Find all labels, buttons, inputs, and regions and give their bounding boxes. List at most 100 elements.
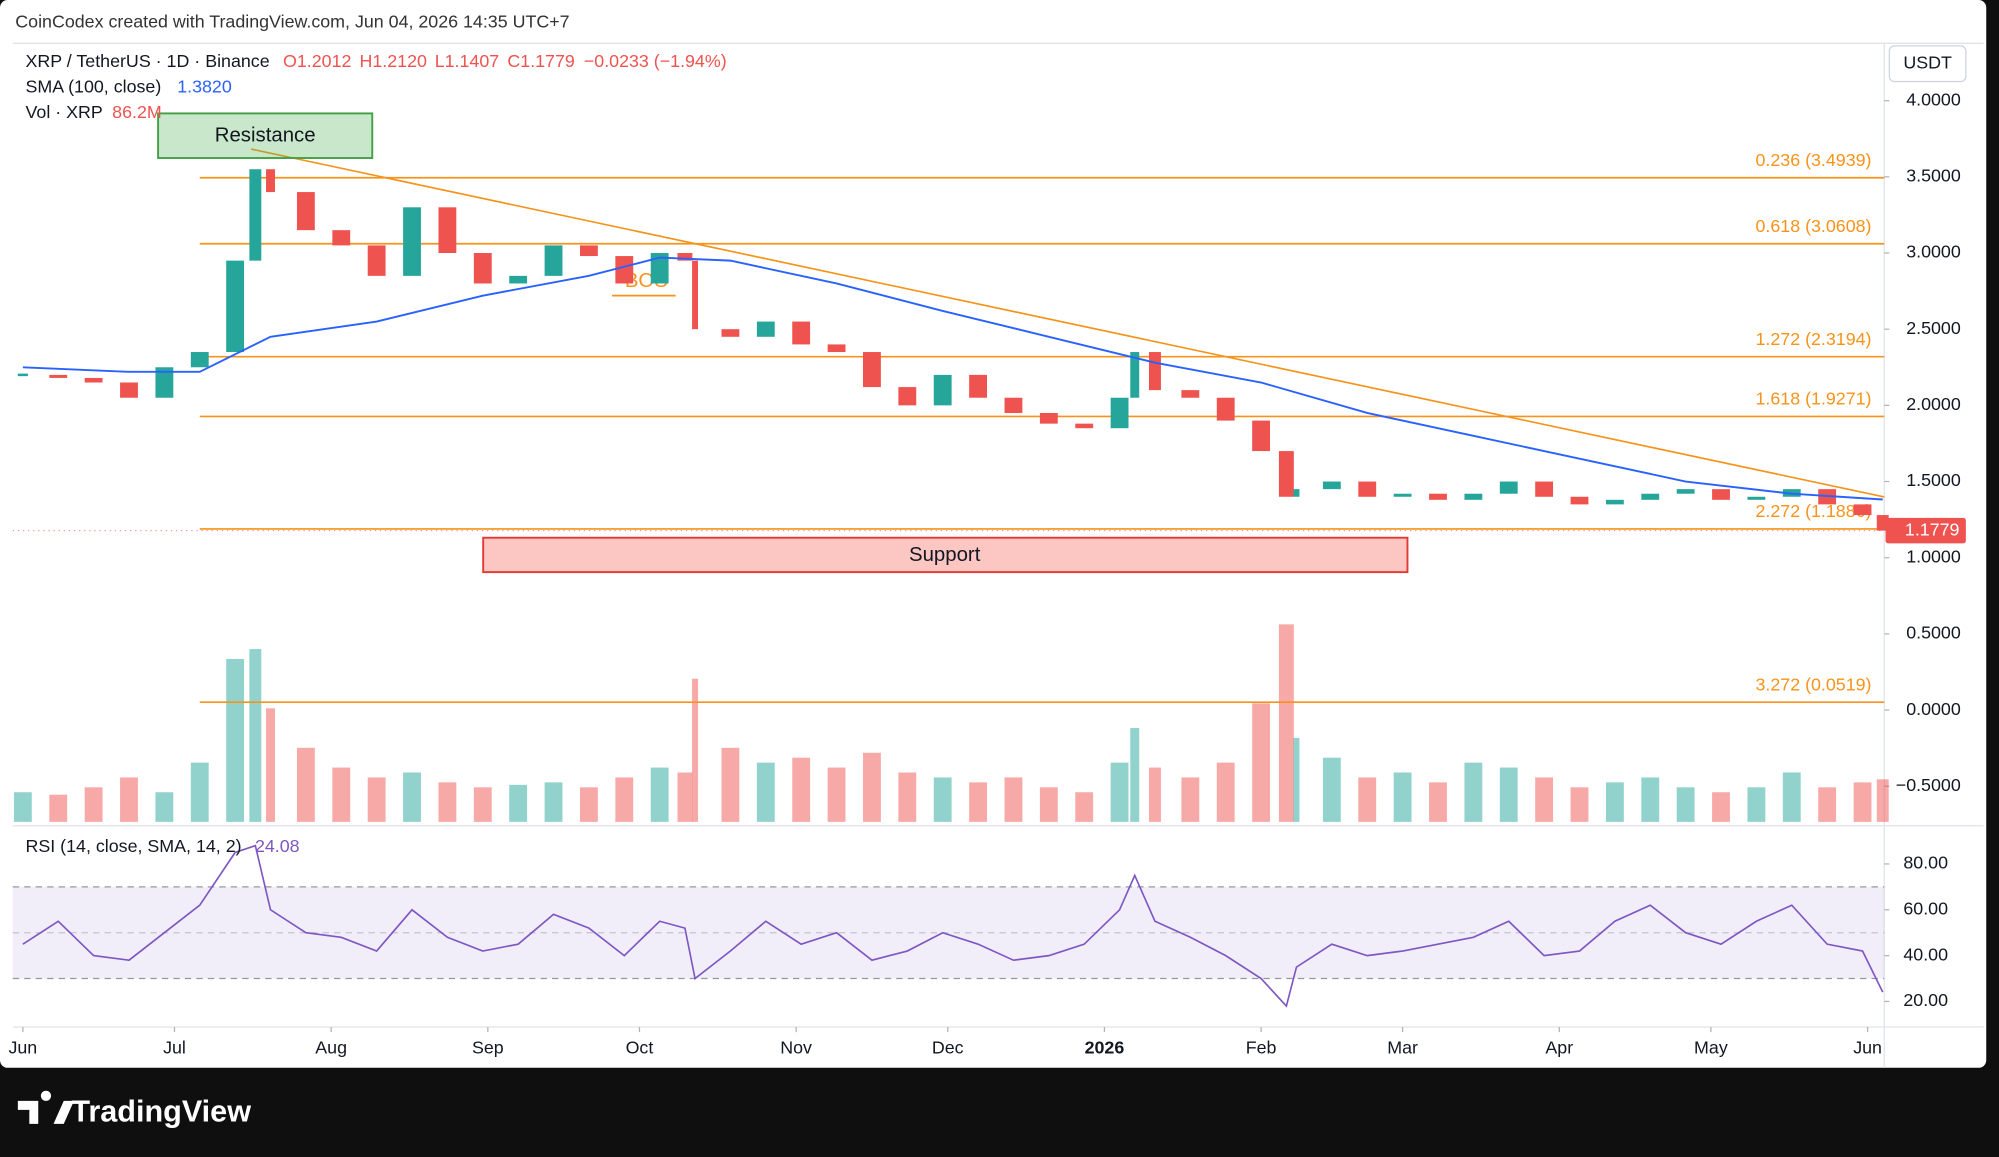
last-price-tag <box>1885 517 1966 544</box>
candle <box>1570 496 1589 505</box>
rsi-tick-label: 60.00 <box>1903 899 1948 919</box>
candle <box>49 374 68 378</box>
y-tick-label: 1.0000 <box>1906 546 1961 566</box>
currency-button[interactable] <box>1888 45 1967 83</box>
volume-bar <box>190 762 209 822</box>
x-tick-label: Feb <box>1246 1037 1277 1057</box>
x-tick-label: Jun <box>8 1037 37 1057</box>
candle <box>692 260 699 330</box>
candle <box>1605 499 1624 505</box>
volume-bar <box>544 782 563 822</box>
candle <box>1429 493 1447 500</box>
candle <box>1148 352 1161 391</box>
header: CoinCodex created with TradingView.com, … <box>15 12 569 32</box>
volume-bar <box>1641 777 1660 822</box>
volume-bar <box>1499 767 1518 822</box>
candle <box>403 207 421 276</box>
x-tick-label: Dec <box>932 1037 964 1057</box>
volume-bar <box>1039 787 1058 822</box>
candle <box>1130 352 1140 398</box>
volume-bar <box>473 787 492 822</box>
volume-bar <box>1278 624 1294 822</box>
y-tick-label: 4.0000 <box>1906 89 1961 109</box>
branding: TradingView <box>17 1090 251 1129</box>
rsi-tick-label: 20.00 <box>1903 990 1948 1010</box>
volume-bar <box>1004 777 1023 822</box>
sma-name: SMA (100, close) <box>25 77 161 97</box>
candle <box>1641 493 1660 500</box>
volume-bar <box>1535 777 1554 822</box>
volume-bar <box>692 678 699 822</box>
volume-bar <box>1464 762 1483 822</box>
ohlc-high: H1.2120 <box>360 51 428 71</box>
volume-bar <box>1358 777 1377 822</box>
volume-bar <box>438 782 457 822</box>
volume-bar <box>1148 767 1161 822</box>
volume-bar <box>49 794 68 822</box>
candle <box>1252 420 1271 452</box>
ohlc-close: C1.1779 <box>507 51 575 71</box>
volume-bar <box>296 747 315 822</box>
ohlc-change: −0.0233 (−1.94%) <box>584 51 727 71</box>
candle <box>438 207 457 254</box>
volume-bar <box>1782 772 1801 822</box>
candle <box>677 253 693 261</box>
volume-bar <box>1429 782 1447 822</box>
volume-bar <box>1712 792 1730 822</box>
fib-label: 3.272 (0.0519) <box>1755 674 1871 694</box>
volume-bar <box>13 792 32 822</box>
rsi-tick-label: 80.00 <box>1903 853 1948 873</box>
x-tick-label: Sep <box>472 1037 504 1057</box>
volume-bar <box>1075 792 1094 822</box>
sma-value: 1.3820 <box>177 77 232 97</box>
x-tick-label: Jul <box>163 1037 186 1057</box>
volume-bar <box>332 767 351 822</box>
x-tick-label: Apr <box>1545 1037 1573 1057</box>
candle <box>190 352 209 368</box>
volume-bar <box>249 649 262 822</box>
candle <box>792 321 811 345</box>
candle <box>249 169 262 261</box>
candle <box>1075 423 1094 429</box>
candle <box>1278 451 1294 497</box>
x-tick-label: Aug <box>315 1037 347 1057</box>
volume-bar <box>933 777 952 822</box>
candle <box>827 344 846 353</box>
legend: XRP / TetherUS · 1D · Binance O1.2012 H1… <box>25 51 726 856</box>
y-tick-label: 3.0000 <box>1906 242 1961 262</box>
fib-label: 1.618 (1.9271) <box>1755 389 1871 409</box>
volume-bar <box>863 752 881 822</box>
volume-bar <box>84 787 103 822</box>
candle <box>579 245 598 257</box>
fib-label: 1.272 (2.3194) <box>1755 329 1871 349</box>
volume-bar <box>266 708 275 822</box>
volume-bar <box>898 772 917 822</box>
candle <box>933 374 952 406</box>
candle <box>266 169 275 193</box>
candle <box>473 253 492 284</box>
candle <box>1293 489 1300 497</box>
fib-label: 0.618 (3.0608) <box>1755 216 1871 236</box>
volume-bar <box>756 762 775 822</box>
candle <box>1004 397 1023 413</box>
candle <box>155 367 174 398</box>
symbol-title: XRP / TetherUS · 1D · Binance <box>25 51 269 71</box>
candle <box>1216 397 1235 421</box>
x-tick-label: May <box>1694 1037 1728 1057</box>
volume-name: Vol · XRP <box>25 102 102 122</box>
candle <box>756 321 775 337</box>
volume-bar <box>615 777 634 822</box>
candle <box>721 329 740 337</box>
volume-bar <box>1252 703 1271 822</box>
volume-bar <box>1876 779 1889 822</box>
rsi-tick-label: 40.00 <box>1903 944 1948 964</box>
volume-bar <box>1130 728 1140 822</box>
y-tick-label: 2.5000 <box>1906 318 1961 338</box>
candle <box>1039 412 1058 424</box>
volume-bar <box>1322 757 1341 822</box>
candle <box>1393 493 1412 497</box>
volume-bar <box>579 787 598 822</box>
resistance-box <box>157 112 374 159</box>
volume-bar <box>226 658 245 822</box>
volume-bar <box>1110 762 1129 822</box>
